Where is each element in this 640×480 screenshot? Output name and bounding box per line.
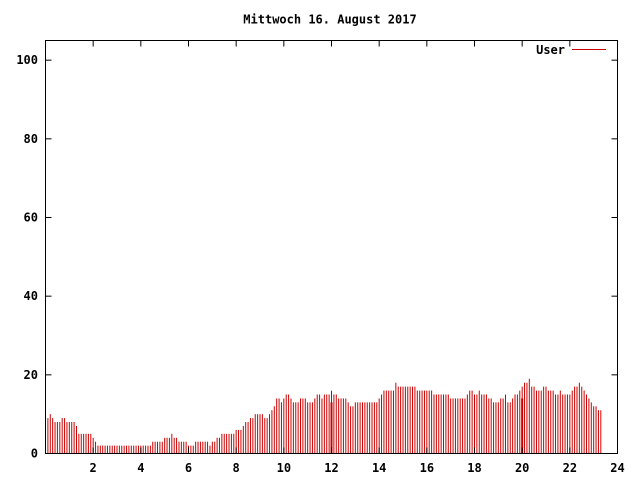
x-axis: 2 4 6 8 10 12 14 16 18 20 22 24 — [90, 40, 625, 475]
x-tick-label: 8 — [233, 461, 240, 475]
x-tick-label: 10 — [277, 461, 291, 475]
y-tick-label: 40 — [24, 289, 38, 303]
x-tick-label: 2 — [90, 461, 97, 475]
legend: User — [536, 43, 606, 57]
x-tick-label: 18 — [467, 461, 481, 475]
x-tick-label: 6 — [185, 461, 192, 475]
x-tick-label: 12 — [324, 461, 338, 475]
y-tick-label: 60 — [24, 211, 38, 225]
x-tick-label: 4 — [137, 461, 144, 475]
y-tick-label: 100 — [16, 53, 38, 67]
y-axis: 0 20 40 60 80 100 — [16, 53, 618, 461]
x-tick-label: 20 — [515, 461, 529, 475]
x-tick-label: 24 — [610, 461, 624, 475]
legend-label: User — [536, 43, 565, 57]
x-tick-label: 22 — [563, 461, 577, 475]
bars-group — [45, 378, 602, 454]
chart-title: Mittwoch 16. August 2017 — [243, 13, 416, 27]
x-tick-label: 16 — [420, 461, 434, 475]
y-tick-label: 20 — [24, 368, 38, 382]
y-tick-label: 0 — [31, 447, 38, 461]
y-tick-label: 80 — [24, 132, 38, 146]
x-tick-label: 14 — [372, 461, 386, 475]
plot-frame — [45, 40, 618, 454]
